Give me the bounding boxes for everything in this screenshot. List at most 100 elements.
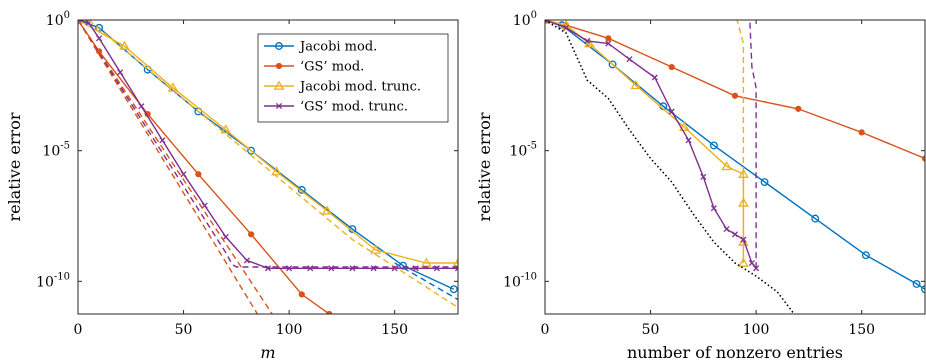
left-series-0-marker xyxy=(247,146,256,155)
right-series-5-line xyxy=(749,20,757,269)
right-x-axis-label: number of nonzero entries xyxy=(627,343,843,362)
left-xtick-label: 50 xyxy=(175,322,193,338)
right-series-0-marker xyxy=(709,141,718,150)
legend: Jacobi mod. ‘GS’ mod. Jacobi mod. trunc. ‘G… xyxy=(257,33,449,123)
right-xtick-label: 0 xyxy=(541,322,550,338)
right-series-4-marker xyxy=(626,56,633,63)
right-series-4-marker xyxy=(731,231,739,238)
legend-entry-label: ‘GS’ mod. trunc. xyxy=(300,100,408,115)
right-series-0-marker xyxy=(912,279,921,288)
right-series-2-marker xyxy=(738,197,749,207)
left-series-0-marker xyxy=(297,185,306,194)
left-series-3-marker xyxy=(138,103,145,110)
right-chart: 0 50 100 150 100 10-5 10-10 relative error num… xyxy=(475,10,926,362)
left-series-1-marker xyxy=(298,291,305,298)
right-plot-area xyxy=(545,20,925,314)
legend-swatch-marker xyxy=(275,42,283,50)
legend-swatch-marker xyxy=(275,102,283,110)
left-series-2-marker xyxy=(220,124,232,134)
right-series-1-marker xyxy=(668,63,675,71)
right-series-2-marker xyxy=(584,38,595,48)
right-series-4-marker xyxy=(584,37,591,44)
right-axes-box xyxy=(544,19,926,315)
left-series-1-marker xyxy=(195,171,202,178)
left-ytick-label: 100 xyxy=(46,10,70,29)
left-series-3-marker xyxy=(180,171,187,178)
legend-swatch-marker xyxy=(273,80,285,90)
left-series-3-marker xyxy=(243,257,250,264)
left-series-6-line xyxy=(88,20,458,309)
right-series-0-marker xyxy=(921,285,925,294)
right-series-1-marker xyxy=(731,92,739,99)
left-series-4-line xyxy=(394,262,458,301)
right-y-axis-label: relative error xyxy=(475,112,494,221)
right-ytick-label: 100 xyxy=(513,10,537,29)
right-series-1-marker xyxy=(858,129,865,136)
right-series-4-marker xyxy=(605,40,612,47)
right-series-4-marker xyxy=(651,74,658,81)
right-series-group xyxy=(545,20,925,314)
right-series-6-line xyxy=(545,20,795,314)
left-ticks: 0 50 100 150 100 10-5 10-10 xyxy=(36,10,458,338)
left-series-3-marker xyxy=(201,202,208,209)
left-series-3-marker xyxy=(307,265,314,272)
legend-entry-label: Jacobi mod. xyxy=(298,40,377,55)
right-series-4-marker xyxy=(545,20,549,24)
left-series-2-marker xyxy=(370,244,381,254)
right-series-2-marker xyxy=(721,160,732,171)
left-series-5-line xyxy=(78,20,273,314)
right-xtick-label: 50 xyxy=(642,322,660,338)
left-series-3-marker xyxy=(96,35,103,42)
left-series-3-marker xyxy=(159,137,166,144)
legend-entry-label: Jacobi mod. trunc. xyxy=(298,80,421,95)
left-series-2-marker xyxy=(271,166,282,176)
left-series-3-marker xyxy=(117,69,124,76)
right-series-1-line xyxy=(545,20,925,160)
right-series-4-marker xyxy=(668,108,675,115)
left-series-3-marker xyxy=(222,233,229,240)
left-series-7-line xyxy=(78,20,458,268)
left-series-0-marker xyxy=(449,285,458,294)
right-series-4-marker xyxy=(700,173,707,180)
left-series-2-marker xyxy=(452,257,458,267)
right-series-4-marker xyxy=(563,24,570,31)
right-xtick-label: 100 xyxy=(743,322,770,338)
right-series-2-marker xyxy=(679,121,690,131)
right-series-2-marker xyxy=(738,257,749,267)
left-series-2-marker xyxy=(321,205,333,215)
right-series-0-marker xyxy=(608,60,617,69)
left-series-8-line xyxy=(78,20,258,314)
right-ytick-label: 10-10 xyxy=(503,271,537,290)
right-series-4-marker xyxy=(740,236,747,243)
right-series-4-marker xyxy=(723,226,730,233)
right-series-0-marker xyxy=(861,251,870,260)
left-series-3-line xyxy=(78,20,458,269)
legend-box xyxy=(257,33,449,123)
left-series-group xyxy=(78,20,458,314)
right-ticks: 0 50 100 150 100 10-5 10-10 xyxy=(503,10,925,338)
left-series-2-line xyxy=(78,20,458,264)
left-xtick-label: 150 xyxy=(381,322,408,338)
left-series-2-marker xyxy=(421,257,432,267)
left-xtick-label: 100 xyxy=(276,322,303,338)
right-ytick-label: 10-5 xyxy=(509,141,537,160)
left-series-2-marker xyxy=(119,40,130,50)
left-x-axis-label: m xyxy=(260,343,275,362)
right-xtick-label: 150 xyxy=(848,322,875,338)
left-xtick-label: 0 xyxy=(74,322,83,338)
right-series-4-marker xyxy=(748,259,755,267)
right-series-4-marker xyxy=(710,205,717,212)
right-series-0-line xyxy=(545,20,925,290)
right-series-0-marker xyxy=(811,214,820,223)
right-series-1-marker xyxy=(605,35,612,42)
legend-swatch-marker xyxy=(275,62,283,70)
left-chart: 0 50 100 150 100 10-5 10-10 relative error m J… xyxy=(5,10,459,362)
left-y-axis-label: relative error xyxy=(5,112,24,221)
right-series-2-marker xyxy=(630,79,642,90)
right-series-1-marker xyxy=(795,105,802,112)
left-ytick-label: 10-10 xyxy=(36,271,70,290)
left-series-1-marker xyxy=(248,231,255,238)
right-series-0-marker xyxy=(760,178,769,186)
left-axes-box xyxy=(77,19,459,315)
